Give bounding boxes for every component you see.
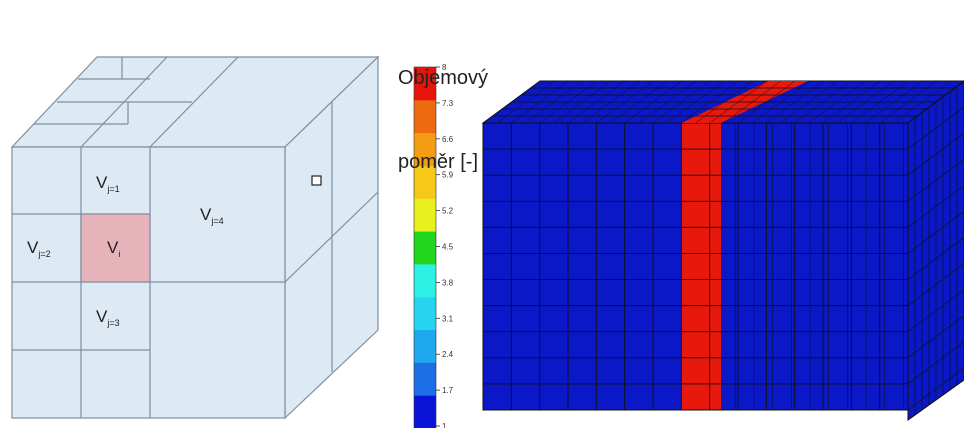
mesh-line xyxy=(582,80,640,124)
colorbar-segments xyxy=(413,66,437,428)
colorbar-segment xyxy=(414,362,436,396)
cell-label-j1: Vj=1 xyxy=(96,173,120,194)
mesh-line xyxy=(610,80,668,124)
mesh-line xyxy=(907,185,964,228)
mesh-line xyxy=(539,80,597,124)
colorbar-tick-label: 2.4 xyxy=(442,350,454,359)
mesh-line xyxy=(511,80,569,124)
colorbar-segment xyxy=(414,395,436,428)
scale-title: Objemový poměr [-] xyxy=(398,8,488,204)
colorbar-segment xyxy=(414,165,436,199)
mesh-line xyxy=(482,80,541,124)
mesh-line xyxy=(553,80,611,124)
mesh-line xyxy=(695,80,753,124)
colorbar-segment xyxy=(414,67,436,101)
colorbar-segment xyxy=(414,296,436,331)
mesh-line xyxy=(851,80,909,124)
mesh-line xyxy=(907,315,964,359)
colorbar-tick-label: 8 xyxy=(442,63,447,72)
colorbar-segment xyxy=(414,263,436,298)
colorbar-segment xyxy=(414,132,436,166)
mesh-line xyxy=(794,80,852,124)
top-face-grid xyxy=(34,56,239,148)
mesh-line xyxy=(497,80,555,124)
colorbar-tick-label: 1.7 xyxy=(442,386,454,395)
mesh-line xyxy=(893,80,951,124)
colorbar-tick-label: 4.5 xyxy=(442,243,454,252)
highlighted-cell xyxy=(80,213,151,283)
mesh-line xyxy=(525,80,583,124)
colorbar-tick-label: 3.8 xyxy=(442,278,454,287)
mesh-line xyxy=(822,80,881,124)
mesh-line xyxy=(907,158,964,202)
mesh-line xyxy=(638,80,696,124)
mesh-line xyxy=(879,80,937,124)
mesh-line xyxy=(907,263,964,306)
mesh-line xyxy=(907,289,964,333)
mesh-line xyxy=(907,367,964,411)
mesh-line xyxy=(681,80,739,124)
mesh-line xyxy=(624,80,682,124)
mesh-line xyxy=(907,341,964,385)
mesh-line xyxy=(865,80,923,124)
mesh-highlight-band xyxy=(681,123,721,410)
right-face-grid xyxy=(284,102,379,372)
mesh-line xyxy=(596,80,654,124)
mesh-line xyxy=(723,80,781,124)
mesh-line xyxy=(808,80,866,124)
mesh-line xyxy=(780,80,838,124)
mesh-line xyxy=(907,80,964,124)
cell-label-j3: Vj=3 xyxy=(96,307,120,328)
colorbar-tick-label: 5.9 xyxy=(442,171,454,180)
mesh-line xyxy=(907,237,964,280)
colorbar-segment xyxy=(414,231,436,265)
color-scale: 8 7.3 6.6 5.9 5.2 4.5 3.8 3.1 2.4 1.7 1 xyxy=(413,63,454,428)
mesh-line xyxy=(837,80,895,124)
colorbar-segment xyxy=(414,329,436,363)
mesh-grid xyxy=(482,80,964,415)
mesh-line xyxy=(907,211,964,254)
mesh-line xyxy=(907,106,964,150)
cell-label-j2: Vj=2 xyxy=(27,238,51,259)
mesh-line xyxy=(667,80,725,124)
mesh-line xyxy=(709,80,767,124)
mesh-line xyxy=(766,80,824,124)
colorbar-outline xyxy=(413,66,437,428)
cell-label-i: Vi xyxy=(107,238,120,259)
colorbar-tick-label: 5.2 xyxy=(442,207,454,216)
mesh-line xyxy=(652,80,711,124)
colorbar-tick-label: 3.1 xyxy=(442,314,454,323)
mesh-line xyxy=(737,80,796,124)
mesh-line xyxy=(907,132,964,176)
cell-label-j4: Vj=4 xyxy=(200,205,224,226)
colorbar-ticks: 8 7.3 6.6 5.9 5.2 4.5 3.8 3.1 2.4 1.7 1 xyxy=(436,63,454,428)
small-square-marker xyxy=(311,175,322,186)
colorbar-segment xyxy=(414,198,436,232)
colorbar-tick-label: 6.6 xyxy=(442,135,454,144)
scale-title-line1: Objemový xyxy=(398,67,489,89)
cube-diagram: Vj=1 Vj=2 Vi Vj=3 Vj=4 xyxy=(10,55,380,420)
colorbar-segment xyxy=(414,99,436,134)
mesh-line xyxy=(567,80,626,124)
colorbar-tick-label: 7.3 xyxy=(442,99,454,108)
colorbar-tick-label: 1 xyxy=(442,422,447,428)
mesh-model xyxy=(481,80,964,421)
scale-title-line2: poměr [-] xyxy=(398,151,479,173)
mesh-line xyxy=(752,80,810,124)
